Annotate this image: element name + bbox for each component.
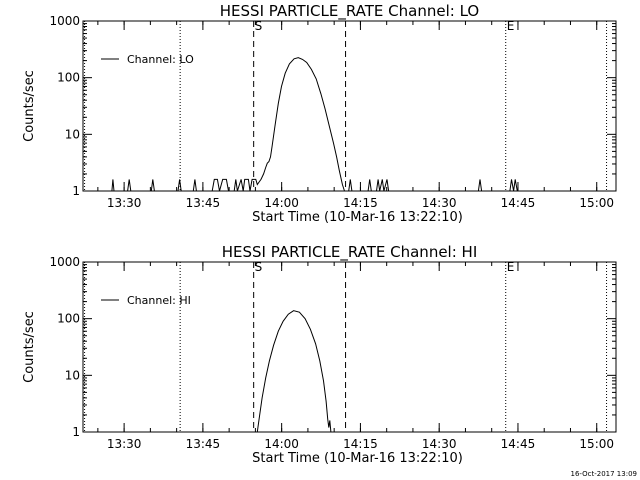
chart-hi-y-axis-label: Counts/sec (22, 311, 37, 383)
chart-lo-frame (82, 20, 617, 192)
chart-hi-frame (82, 261, 617, 433)
chart-hi-y-tick-label: 1000 (49, 255, 80, 269)
chart-lo-y-tick-label: 100 (57, 71, 80, 85)
chart-hi-x-tick-label: 13:30 (107, 437, 142, 451)
chart-lo-x-tick-label: 14:45 (501, 196, 536, 210)
chart-hi-x-axis-label: Start Time (10-Mar-16 13:22:10) (252, 451, 463, 466)
footer-timestamp: 16-Oct-2017 13:09 (571, 470, 637, 478)
chart-lo-title: HESSI PARTICLE_RATE Channel: LO (220, 2, 479, 21)
chart-hi-marker-label-0: S (255, 260, 263, 274)
chart-lo-x-axis-label: Start Time (10-Mar-16 13:22:10) (252, 210, 463, 225)
chart-hi-x-tick-label: 14:00 (264, 437, 299, 451)
chart-hi-x-tick-label: 14:15 (343, 437, 378, 451)
chart-lo-series-line-0 (83, 57, 616, 192)
chart-hi-legend-label-0: Channel: HI (127, 294, 191, 307)
chart-lo-x-tick-label: 14:30 (422, 196, 457, 210)
chart-lo-legend-label-0: Channel: LO (127, 53, 194, 66)
chart-hi-y-tick-label: 100 (57, 312, 80, 326)
chart-hi-x-tick-label: 13:45 (186, 437, 221, 451)
chart-lo-y-tick-label: 10 (65, 127, 80, 141)
chart-lo-x-tick-label: 14:00 (264, 196, 299, 210)
chart-hi: HESSI PARTICLE_RATE Channel: HIS E 13:30 13… (22, 243, 617, 466)
chart-hi-y-tick-label: 1 (72, 425, 80, 439)
chart-hi-x-tick-label: 14:45 (501, 437, 536, 451)
chart-lo-x-tick-label: 14:15 (343, 196, 378, 210)
chart-lo-y-tick-label: 1 (72, 184, 80, 198)
chart-lo-y-axis-label: Counts/sec (22, 70, 37, 142)
chart-lo-x-tick-label: 13:45 (186, 196, 221, 210)
chart-hi-series-line-0 (256, 310, 332, 433)
chart-lo-y-tick-label: 1000 (49, 14, 80, 28)
chart-lo-x-tick-label: 13:30 (107, 196, 142, 210)
chart-lo-marker-label-2: E (507, 19, 515, 33)
chart-hi-y-tick-label: 10 (65, 368, 80, 382)
chart-hi-x-tick-label: 15:00 (579, 437, 614, 451)
chart-hi-marker-label-2: E (507, 260, 515, 274)
chart-lo: HESSI PARTICLE_RATE Channel: LOS E 13:30 13… (22, 2, 617, 225)
chart-hi-x-tick-label: 14:30 (422, 437, 457, 451)
chart-lo-marker-label-0: S (255, 19, 263, 33)
chart-lo-x-tick-label: 15:00 (579, 196, 614, 210)
chart-hi-title: HESSI PARTICLE_RATE Channel: HI (222, 243, 478, 262)
